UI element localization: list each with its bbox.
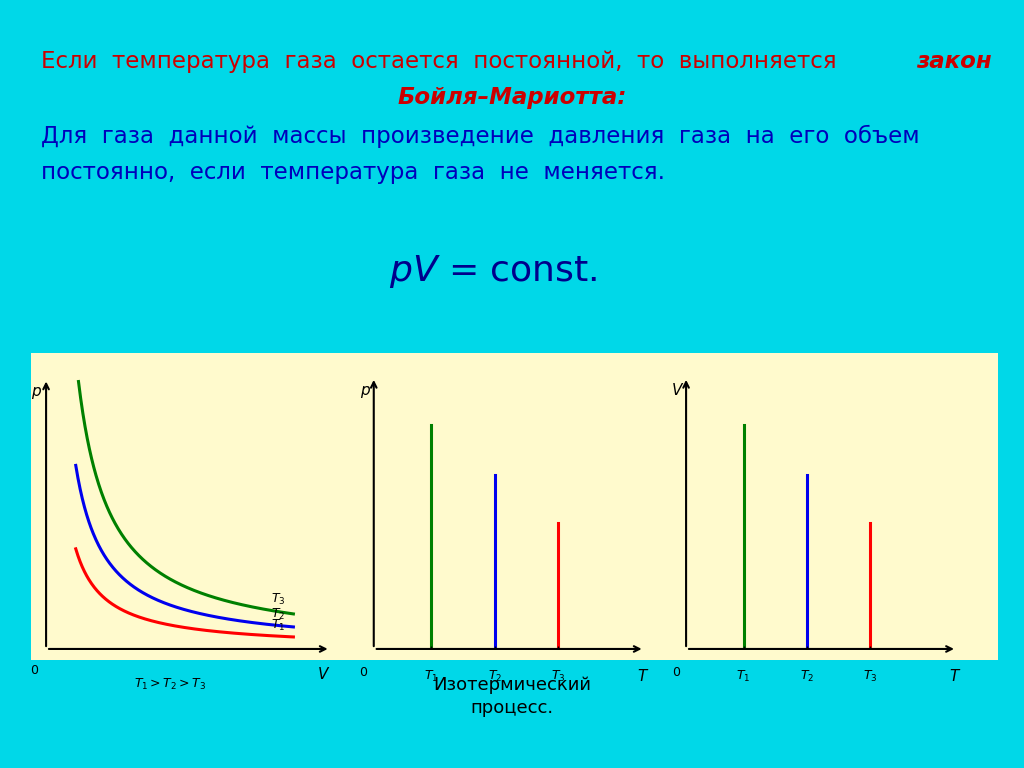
Text: закон: закон (915, 50, 991, 73)
Text: 0: 0 (672, 666, 680, 679)
Text: $T_1$: $T_1$ (271, 618, 286, 634)
Text: 0: 0 (359, 666, 368, 679)
Text: p: p (360, 382, 370, 398)
Text: p: p (32, 384, 41, 399)
Text: Бойля–Мариотта:: Бойля–Мариотта: (397, 86, 627, 109)
Text: постоянно,  если  температура  газа  не  меняется.: постоянно, если температура газа не меня… (41, 161, 665, 184)
Text: $T_2$: $T_2$ (487, 669, 502, 684)
Text: Для  газа  данной  массы  произведение  давления  газа  на  его  объем: Для газа данной массы произведение давле… (41, 125, 920, 148)
Text: $T_3$: $T_3$ (863, 669, 878, 684)
Text: V: V (317, 667, 329, 682)
Text: V: V (672, 382, 683, 398)
Text: $T_1$: $T_1$ (736, 669, 751, 684)
Text: T: T (949, 669, 958, 684)
Text: $T_1$: $T_1$ (424, 669, 438, 684)
Text: $T_2$: $T_2$ (800, 669, 814, 684)
Text: 0: 0 (30, 664, 38, 677)
Text: $T_3$: $T_3$ (551, 669, 565, 684)
Text: $pV$ = const.: $pV$ = const. (389, 253, 598, 290)
Text: Изотермический
процесс.: Изотермический процесс. (433, 676, 591, 717)
Text: Если  температура  газа  остается  постоянной,  то  выполняется: Если температура газа остается постоянно… (41, 50, 851, 73)
Text: $T_2$: $T_2$ (271, 607, 286, 622)
Text: $T_3$: $T_3$ (271, 592, 286, 607)
Text: T: T (637, 669, 646, 684)
Text: $T_1>T_2>T_3$: $T_1>T_2>T_3$ (133, 677, 206, 692)
